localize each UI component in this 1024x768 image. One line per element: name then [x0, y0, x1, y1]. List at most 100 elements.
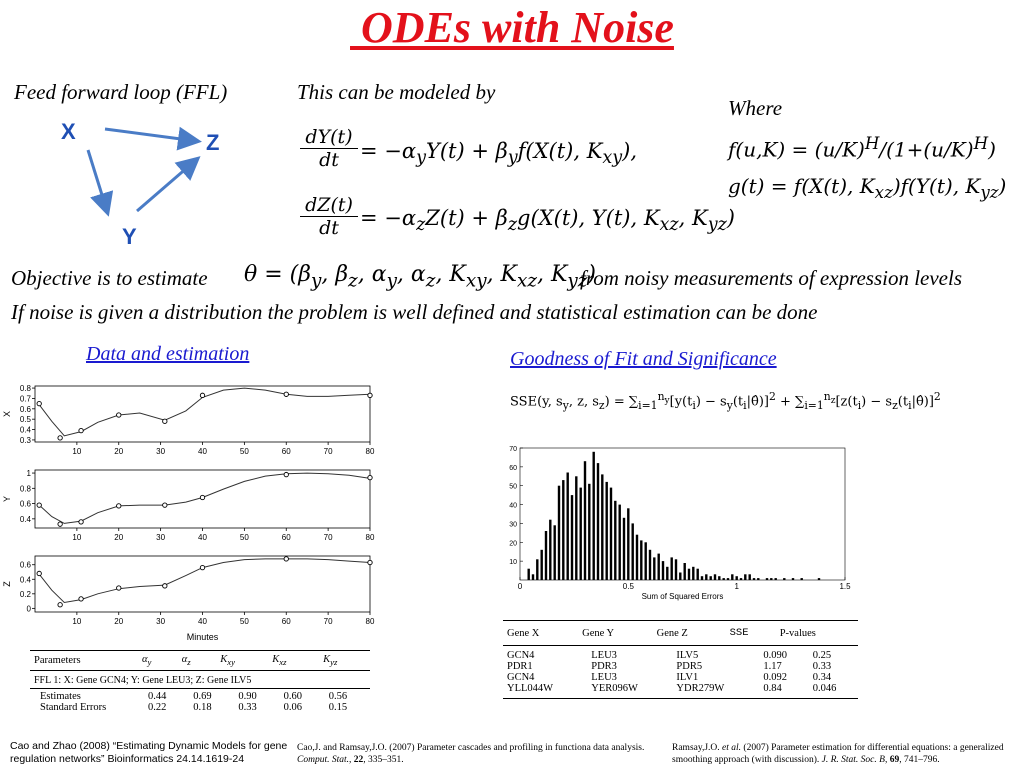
- histogram-bar: [622, 517, 626, 580]
- fit-curve: [38, 472, 371, 524]
- x-tick-label: 1: [734, 582, 739, 591]
- y-tick-label: 0.4: [20, 515, 32, 524]
- histogram-bar: [757, 578, 760, 580]
- theta-vector: θ = (βy, βz, αy, αz, Kxy, Kxz, Kyz): [244, 262, 597, 292]
- dy-denominator: dt: [300, 148, 358, 171]
- time-panel-z: 0.6 0.4 0.2 0 Z 10 20 30 40 50 60 70 80: [2, 555, 375, 626]
- x-tick-label: 30: [156, 533, 165, 542]
- y-tick-label: 1: [27, 469, 32, 478]
- histogram-bar: [644, 542, 647, 580]
- y-tick-label: 0.4: [20, 426, 32, 435]
- gof-table: Gene X Gene Y Gene Z SSE P-values GCN4 LE…: [503, 620, 858, 699]
- dz-numerator: dZ(t): [305, 194, 353, 216]
- histogram-bar: [609, 487, 613, 580]
- y-tick-label: 0.5: [20, 415, 32, 424]
- param-header-cell: Parameters: [34, 655, 81, 667]
- histogram-frame: [519, 447, 846, 581]
- data-point: [57, 435, 63, 441]
- y-tick-label: 10: [509, 559, 517, 566]
- histogram-bar: [549, 519, 552, 580]
- x-tick-label: 50: [240, 447, 249, 456]
- histogram-bar: [765, 578, 769, 580]
- histogram-bar: [544, 531, 548, 580]
- x-tick-label: 0.5: [623, 582, 635, 591]
- param-header-cell: Kyz: [323, 654, 338, 668]
- reference-ramsay: Ramsay,J.O. et al. (2007) Parameter esti…: [672, 743, 1004, 765]
- data-point: [116, 412, 122, 418]
- y-tick-label: 40: [509, 503, 517, 510]
- data-point: [78, 427, 84, 434]
- goodness-of-fit-link[interactable]: Goodness of Fit and Significance: [510, 348, 777, 370]
- histogram-bar: [748, 574, 751, 580]
- table-row: Estimates 0.44 0.69 0.90 0.60 0.56: [40, 691, 348, 703]
- gof-header-cell: P-values: [779, 627, 816, 639]
- x-tick-label: 80: [366, 617, 375, 626]
- histogram-bar: [566, 472, 569, 580]
- histogram-bar: [679, 572, 682, 580]
- g-definition: g(t) = f(X(t), Kxz)f(Y(t), Kyz): [728, 174, 1007, 202]
- histogram-bar: [817, 578, 821, 580]
- histogram-bar: [635, 534, 639, 580]
- histogram-bar: [791, 578, 795, 580]
- dy-numerator: dY(t): [305, 126, 353, 148]
- ode-system: dY(t) dt = −αyY(t) + βyf(X(t), Kxy), dZ(…: [300, 126, 735, 246]
- arrow-y-z: [136, 156, 201, 213]
- dz-denominator: dt: [300, 216, 358, 239]
- arrow-x-z: [104, 126, 202, 151]
- histogram-bar: [553, 525, 556, 580]
- x-tick-label: 50: [240, 617, 249, 626]
- x-tick-label: 30: [156, 617, 165, 626]
- y-tick-label: 50: [509, 484, 517, 491]
- histogram-bar: [557, 485, 561, 580]
- x-tick-label: 40: [198, 533, 207, 542]
- x-tick-label: 40: [198, 617, 207, 626]
- data-point: [367, 474, 373, 481]
- time-panel-y: 1 0.8 0.6 0.4 Y 10 20 30 40 50 60 70 80: [2, 469, 375, 542]
- sse-histogram: 70 60 50 40 30 20 10 0 0.5 1 1.5 Sum of Squared Err…: [509, 446, 851, 601]
- histogram-bar: [744, 574, 747, 580]
- histogram-bar: [575, 476, 578, 580]
- y-tick-label: 0.2: [20, 590, 32, 599]
- dy-rhs: = −αyY(t) + βyf(X(t), Kxy),: [360, 139, 638, 169]
- histogram-bar: [666, 566, 669, 580]
- histogram-bar: [739, 578, 743, 580]
- y-tick-label: 0.4: [20, 575, 32, 584]
- x-tick-label: 80: [366, 447, 375, 456]
- objective-tail: from noisy measurements of expression le…: [580, 266, 963, 290]
- histogram-bar: [631, 523, 634, 580]
- table-row: PDR1 PDR3 PDR5 1.17 0.33: [507, 661, 832, 672]
- param-header-cell: Kxz: [272, 654, 287, 668]
- data-point: [78, 519, 84, 525]
- x-tick-label: 0: [518, 582, 523, 591]
- histogram-bar: [709, 576, 712, 580]
- histogram-bar: [692, 566, 695, 580]
- data-point: [36, 502, 42, 508]
- histogram-bar: [674, 559, 678, 580]
- data-point: [367, 392, 373, 398]
- histogram-bar: [657, 553, 660, 580]
- x-tick-label: 10: [72, 617, 81, 626]
- where-label: Where: [728, 96, 783, 120]
- fit-curve: [38, 558, 371, 604]
- y-tick-label: 0.8: [20, 484, 32, 493]
- data-estimation-link[interactable]: Data and estimation: [86, 343, 250, 365]
- f-definition: f(u,K) = (u/K)H/(1+(u/K)H): [728, 134, 996, 162]
- x-tick-label: 70: [324, 447, 333, 456]
- data-point: [116, 503, 122, 509]
- histogram-bar: [579, 487, 582, 580]
- node-x: X: [61, 119, 76, 144]
- y-tick-label: 30: [509, 521, 517, 528]
- y-axis-label: Y: [2, 496, 12, 502]
- x-tick-label: 60: [282, 617, 291, 626]
- param-header-row: Parameters αy αz Kxy Kxz Kyz: [30, 654, 370, 667]
- x-tick-label: 70: [324, 617, 333, 626]
- x-tick-label: 60: [282, 533, 291, 542]
- histogram-bar: [726, 578, 730, 580]
- histogram-bar: [627, 508, 630, 580]
- x-tick-label: 10: [72, 447, 81, 456]
- x-tick-label: 30: [156, 447, 165, 456]
- histogram-bar: [605, 481, 608, 580]
- histogram-bar: [700, 576, 704, 580]
- page-title: ODEs with Noise: [350, 3, 674, 52]
- node-z: Z: [206, 130, 220, 155]
